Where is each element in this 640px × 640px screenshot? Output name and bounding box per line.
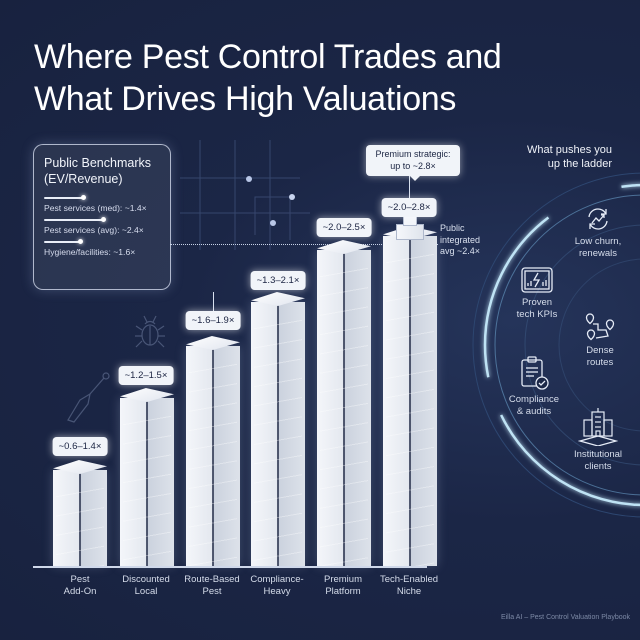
chart-baseline — [33, 566, 427, 568]
category-line: Heavy — [263, 586, 291, 597]
drivers-title-line-2: up the ladder — [547, 158, 612, 170]
category-line: Compliance- — [250, 574, 304, 585]
avg-label-line-3: avg ~2.4× — [440, 246, 481, 256]
driver-label-line: Proven — [521, 297, 553, 308]
benchmark-item: Pest services (med): ~1.4× — [44, 195, 160, 213]
driver-tech-kpis: Proven tech KPIs — [497, 266, 577, 321]
driver-institutional-clients: Institutional clients — [558, 408, 638, 473]
category-line: Route-Based — [184, 574, 240, 585]
bar-texture — [254, 310, 302, 566]
tech-kpi-tablet-icon — [521, 267, 553, 293]
category-label: Route-Based Pest — [175, 574, 249, 598]
category-label: Discounted Local — [109, 574, 183, 598]
public-avg-label: Public integrated avg ~2.4× — [440, 223, 480, 258]
tower-spire — [396, 224, 424, 240]
bar-texture — [123, 406, 171, 566]
benchmark-label: Hygiene/facilities: ~1.6× — [44, 247, 136, 257]
bar-discounted-local — [120, 398, 174, 566]
avg-label-line-1: Public — [440, 223, 465, 233]
category-line: Local — [134, 586, 158, 597]
churn-renewal-icon — [588, 208, 608, 230]
driver-label-line: Low churn, — [574, 236, 622, 247]
category-line: Pest — [202, 586, 222, 597]
category-line: Tech-Enabled — [379, 574, 439, 585]
benchmark-item: Hygiene/facilities: ~1.6× — [44, 239, 160, 257]
value-label: ~2.0–2.5× — [316, 218, 372, 237]
value-label: ~1.3–2.1× — [250, 271, 306, 290]
drivers-title: What pushes you up the ladder — [508, 143, 612, 171]
bar-pest-add-on — [53, 470, 107, 566]
callout-line-2: up to ~2.8× — [390, 160, 436, 171]
driver-label-line: renewals — [578, 248, 618, 259]
clipboard-check-icon — [521, 356, 549, 390]
driver-compliance-audits: Compliance & audits — [494, 355, 574, 418]
benchmark-label: Pest services (med): ~1.4× — [44, 203, 147, 213]
category-line: Niche — [396, 586, 422, 597]
office-buildings-icon — [578, 408, 618, 446]
category-line: Add-On — [63, 586, 97, 597]
bar-texture — [320, 258, 368, 566]
connector-line — [213, 292, 214, 314]
title-line-2: What Drives High Valuations — [34, 80, 457, 118]
driver-label-line: Compliance — [508, 394, 560, 405]
public-avg-reference-line — [170, 244, 438, 245]
bar-premium-platform — [317, 250, 371, 566]
category-label: Tech-Enabled Niche — [372, 574, 446, 598]
bar-tech-enabled-niche — [383, 236, 437, 566]
tower-spire-top — [403, 216, 417, 226]
circuit-grid-decoration — [180, 140, 310, 250]
driver-label-line: routes — [586, 357, 614, 368]
avg-label-line-2: integrated — [440, 234, 481, 245]
driver-label-line: clients — [584, 461, 612, 472]
drivers-title-line-1: What pushes you — [527, 144, 612, 156]
value-label: ~1.6–1.9× — [185, 311, 241, 330]
category-label: Compliance- Heavy — [240, 574, 314, 598]
page-title: Where Pest Control Trades and What Drive… — [34, 36, 502, 120]
value-label: ~0.6–1.4× — [52, 437, 108, 456]
bar-route-based-pest — [186, 346, 240, 566]
glowing-ring-decoration — [472, 172, 640, 518]
beetle-icon — [135, 315, 165, 348]
sprayer-wand-icon — [67, 372, 110, 423]
connector-line — [409, 174, 410, 198]
title-line-1: Where Pest Control Trades and — [34, 38, 502, 76]
category-line: Platform — [325, 586, 361, 597]
benchmark-item: Pest services (avg): ~2.4× — [44, 217, 160, 235]
benchmark-bar — [44, 239, 83, 244]
premium-strategic-callout: Premium strategic: up to ~2.8× — [366, 145, 460, 181]
category-label: Pest Add-On — [43, 574, 117, 598]
benchmark-label: Pest services (avg): ~2.4× — [44, 225, 144, 235]
public-benchmarks-card: Public Benchmarks (EV/Revenue) Pest serv… — [33, 144, 171, 290]
driver-label-line: tech KPIs — [516, 309, 558, 320]
benchmark-bar — [44, 217, 106, 222]
driver-low-churn: Low churn, renewals — [558, 205, 638, 260]
category-line: Premium — [323, 574, 362, 585]
bar-texture — [56, 478, 104, 566]
bar-texture — [386, 244, 434, 566]
benchmarks-title-line-2: (EV/Revenue) — [44, 172, 123, 186]
category-line: Pest — [70, 574, 90, 585]
bar-texture — [189, 354, 237, 566]
benchmark-bar — [44, 195, 86, 200]
category-label: Premium Platform — [306, 574, 380, 598]
driver-label-line: Dense — [586, 345, 614, 356]
driver-dense-routes: Dense routes — [560, 310, 640, 369]
benchmarks-title-line-1: Public Benchmarks — [44, 156, 151, 170]
benchmarks-title: Public Benchmarks (EV/Revenue) — [44, 155, 160, 187]
value-label: ~1.2–1.5× — [118, 366, 174, 385]
value-label: ~2.0–2.8× — [381, 198, 437, 217]
callout-line-1: Premium strategic: — [375, 149, 451, 159]
category-line: Discounted — [122, 574, 170, 585]
bar-compliance-heavy — [251, 302, 305, 566]
driver-label-line: & audits — [516, 406, 552, 417]
driver-label-line: Institutional — [573, 449, 623, 460]
route-pins-icon — [585, 313, 615, 341]
footer-credit: Eilla AI – Pest Control Valuation Playbo… — [500, 614, 630, 621]
